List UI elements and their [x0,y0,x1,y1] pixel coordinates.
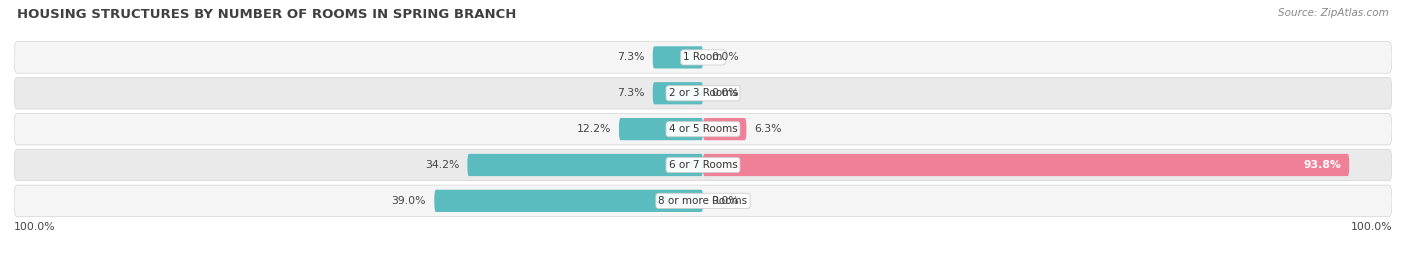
Text: 6 or 7 Rooms: 6 or 7 Rooms [669,160,737,170]
Text: 7.3%: 7.3% [617,52,644,62]
Text: 0.0%: 0.0% [711,196,740,206]
Text: Source: ZipAtlas.com: Source: ZipAtlas.com [1278,8,1389,18]
FancyBboxPatch shape [14,77,1392,109]
Text: 8 or more Rooms: 8 or more Rooms [658,196,748,206]
FancyBboxPatch shape [14,113,1392,145]
FancyBboxPatch shape [619,118,703,140]
Text: 12.2%: 12.2% [576,124,610,134]
FancyBboxPatch shape [14,42,1392,73]
FancyBboxPatch shape [703,118,747,140]
FancyBboxPatch shape [652,46,703,69]
FancyBboxPatch shape [14,185,1392,217]
Text: 1 Room: 1 Room [683,52,723,62]
Text: HOUSING STRUCTURES BY NUMBER OF ROOMS IN SPRING BRANCH: HOUSING STRUCTURES BY NUMBER OF ROOMS IN… [17,8,516,21]
Text: 7.3%: 7.3% [617,88,644,98]
Text: 34.2%: 34.2% [425,160,460,170]
FancyBboxPatch shape [14,149,1392,181]
Text: 93.8%: 93.8% [1303,160,1341,170]
Text: 39.0%: 39.0% [391,196,426,206]
FancyBboxPatch shape [467,154,703,176]
Text: 0.0%: 0.0% [711,52,740,62]
FancyBboxPatch shape [652,82,703,104]
Text: 100.0%: 100.0% [14,222,56,232]
FancyBboxPatch shape [703,154,1350,176]
Text: 2 or 3 Rooms: 2 or 3 Rooms [669,88,737,98]
Text: 0.0%: 0.0% [711,88,740,98]
Text: 100.0%: 100.0% [1350,222,1392,232]
FancyBboxPatch shape [434,190,703,212]
Text: 6.3%: 6.3% [755,124,782,134]
Text: 4 or 5 Rooms: 4 or 5 Rooms [669,124,737,134]
